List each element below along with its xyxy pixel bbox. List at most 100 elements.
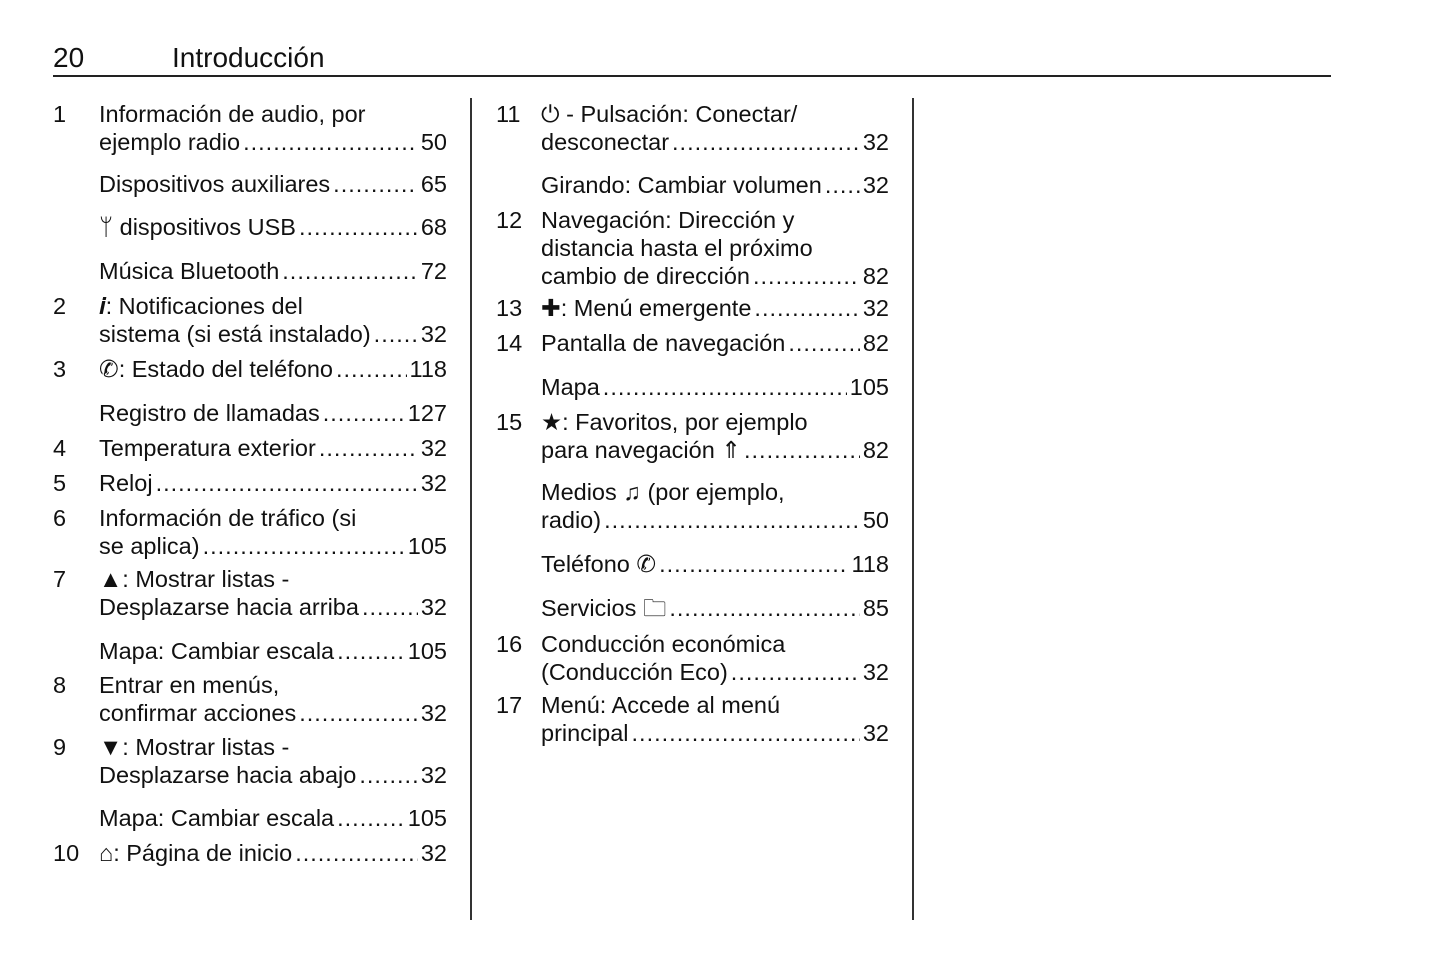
dot-leader — [672, 128, 860, 156]
entry-text: Medios ♫ (por ejemplo, — [541, 479, 785, 505]
entry-text: cambio de dirección — [541, 263, 750, 289]
entry-last-line: Servicios 🗀 85 — [541, 594, 889, 622]
entry-text: Conducción económica — [541, 631, 786, 657]
entry-text: Dispositivos auxiliares — [99, 171, 331, 197]
entry-text: ✚: Menú emergente — [541, 295, 752, 321]
page-number: 20 — [53, 42, 85, 73]
entry-last-line: Mapa: Cambiar escala 105 — [99, 637, 447, 665]
dot-leader — [825, 171, 860, 199]
dot-leader — [336, 355, 407, 383]
entry-text: ▲: Mostrar listas - — [99, 566, 290, 592]
entry-text: principal — [541, 720, 629, 746]
column-divider — [912, 98, 914, 920]
entry-text: 𝒊: Notificaciones del — [99, 293, 303, 319]
entry-text: Música Bluetooth — [99, 258, 280, 284]
entry-number: 3 — [53, 356, 67, 382]
entry-number: 17 — [496, 692, 523, 718]
entry-text: se aplica) — [99, 533, 200, 559]
entry-text: para navegación ⇑ — [541, 437, 741, 463]
page-reference: 32 — [862, 295, 889, 321]
dot-leader — [659, 550, 848, 578]
dot-leader — [337, 637, 405, 665]
column-divider — [470, 98, 472, 920]
page-title: Introducción — [172, 42, 325, 73]
dot-leader — [669, 594, 859, 622]
entry-last-line: Desplazarse hacia arriba 32 — [99, 593, 447, 621]
entry-text: Teléfono ✆ — [541, 551, 657, 577]
dot-leader — [632, 719, 860, 747]
entry-last-line: Reloj 32 — [99, 469, 447, 497]
page-reference: 32 — [420, 762, 447, 788]
entry-last-line: ⌂: Página de inicio 32 — [99, 839, 447, 867]
page-reference: 105 — [407, 638, 447, 664]
dot-leader — [282, 257, 418, 285]
entry-number: 8 — [53, 672, 67, 698]
page-reference: 105 — [849, 374, 889, 400]
dot-leader — [299, 699, 418, 727]
entry-text: radio) — [541, 507, 602, 533]
dot-leader — [603, 373, 847, 401]
entry-last-line: Registro de llamadas 127 — [99, 399, 447, 427]
entry-text: Información de tráfico (si — [99, 505, 357, 531]
dot-leader — [295, 839, 418, 867]
entry-text: ★: Favoritos, por ejemplo — [541, 409, 808, 435]
page-reference: 32 — [862, 720, 889, 746]
entry-last-line: desconectar 32 — [541, 128, 889, 156]
entry-last-line: Teléfono ✆ 118 — [541, 550, 889, 578]
dot-leader — [731, 658, 860, 686]
entry-last-line: principal 32 — [541, 719, 889, 747]
entry-text: (Conducción Eco) — [541, 659, 728, 685]
entry-number: 9 — [53, 734, 67, 760]
entry-last-line: ✆: Estado del teléfono 118 — [99, 355, 447, 383]
entry-number: 16 — [496, 631, 523, 657]
page-reference: 32 — [862, 659, 889, 685]
page-reference: 32 — [420, 470, 447, 496]
entry-last-line: ᛘ dispositivos USB 68 — [99, 213, 447, 241]
page-reference: 127 — [407, 400, 447, 426]
entry-number: 6 — [53, 505, 67, 531]
entry-last-line: Pantalla de navegación 82 — [541, 329, 889, 357]
entry-text: ✆: Estado del teléfono — [99, 356, 333, 382]
dot-leader — [754, 294, 859, 322]
entry-last-line: radio) 50 — [541, 506, 889, 534]
dot-leader — [753, 262, 860, 290]
page-reference: 50 — [862, 507, 889, 533]
entry-text: Desplazarse hacia arriba — [99, 594, 359, 620]
entry-last-line: confirmar acciones 32 — [99, 699, 447, 727]
page-reference: 32 — [420, 594, 447, 620]
entry-last-line: Mapa 105 — [541, 373, 889, 401]
entry-text: Reloj — [99, 470, 153, 496]
entry-text: ⏻ - Pulsación: Conectar/ — [541, 101, 798, 127]
header-rule — [53, 75, 1331, 77]
page-reference: 72 — [420, 258, 447, 284]
page-reference: 82 — [862, 437, 889, 463]
entry-text: Temperatura exterior — [99, 435, 316, 461]
page-reference: 82 — [862, 330, 889, 356]
dot-leader — [319, 434, 418, 462]
entry-text: Entrar en menús, — [99, 672, 280, 698]
page-reference: 50 — [420, 129, 447, 155]
entry-text: ᛘ dispositivos USB — [99, 214, 296, 240]
page-reference: 85 — [862, 595, 889, 621]
entry-text: confirmar acciones — [99, 700, 297, 726]
entry-text: Registro de llamadas — [99, 400, 320, 426]
entry-number: 12 — [496, 207, 523, 233]
page-reference: 32 — [420, 435, 447, 461]
entry-last-line: Mapa: Cambiar escala 105 — [99, 804, 447, 832]
page-reference: 32 — [420, 700, 447, 726]
dot-leader — [362, 593, 418, 621]
entry-last-line: cambio de dirección 82 — [541, 262, 889, 290]
entry-number: 13 — [496, 295, 523, 321]
entry-last-line: se aplica) 105 — [99, 532, 447, 560]
entry-text: Mapa: Cambiar escala — [99, 638, 335, 664]
entry-last-line: Música Bluetooth 72 — [99, 257, 447, 285]
entry-text: ▼: Mostrar listas - — [99, 734, 290, 760]
entry-number: 15 — [496, 409, 523, 435]
entry-last-line: Temperatura exterior 32 — [99, 434, 447, 462]
entry-last-line: Desplazarse hacia abajo 32 — [99, 761, 447, 789]
dot-leader — [337, 804, 405, 832]
dot-leader — [156, 469, 418, 497]
dot-leader — [359, 761, 418, 789]
entry-text: Pantalla de navegación — [541, 330, 786, 356]
entry-number: 11 — [496, 101, 521, 127]
